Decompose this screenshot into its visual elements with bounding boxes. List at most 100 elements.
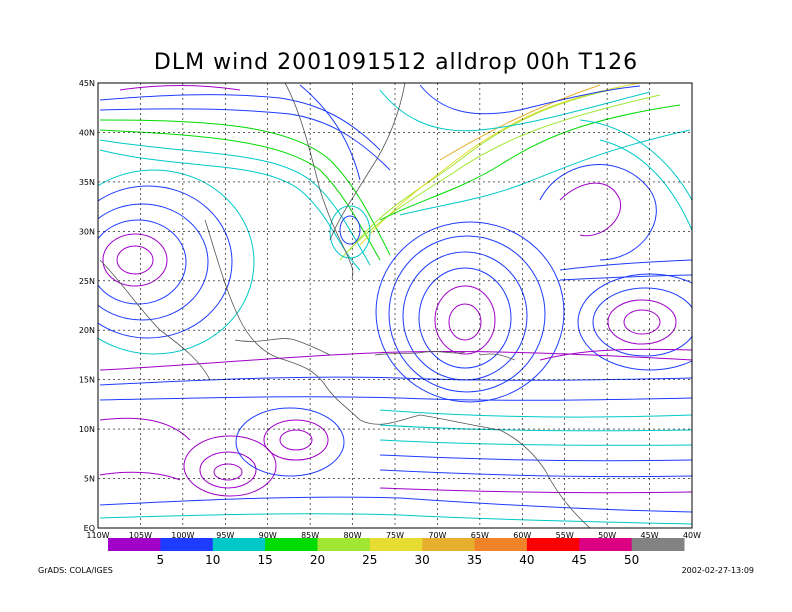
streamline <box>359 83 641 246</box>
colorbar-label: 40 <box>519 553 534 567</box>
colorbar-label: 15 <box>257 553 272 567</box>
streamline <box>339 94 661 261</box>
coastline <box>234 338 331 356</box>
grid <box>98 83 692 528</box>
coastline <box>374 351 466 356</box>
streamline <box>102 233 168 287</box>
x-axis: 110W 105W 100W 95W 90W 85W 80W 75W 70W 65W 60W 55W 5… <box>86 531 701 540</box>
x-tick-label: 60W <box>513 531 531 540</box>
streamline <box>559 274 692 281</box>
colorbar-label: 5 <box>157 553 165 567</box>
coastline <box>329 83 406 241</box>
streamline <box>599 139 692 231</box>
coastline <box>99 259 211 381</box>
streamline <box>623 309 661 335</box>
x-tick-label: 40W <box>683 531 701 540</box>
streamline <box>99 119 391 256</box>
streamline <box>99 129 381 261</box>
coastline <box>99 83 591 528</box>
streamline <box>379 409 692 418</box>
y-tick-label: 35N <box>79 178 95 187</box>
coastline <box>479 353 516 361</box>
footer-credit: GrADS: COLA/IGES <box>38 566 113 575</box>
colorbar-swatch <box>474 538 528 551</box>
streamline <box>99 351 692 371</box>
streamline <box>349 87 621 251</box>
y-tick-label: 40N <box>79 128 95 137</box>
streamline <box>559 182 622 237</box>
colorbar-swatch <box>579 538 633 551</box>
x-tick-label: 95W <box>216 531 234 540</box>
coastline <box>359 414 591 528</box>
streamline <box>98 185 233 339</box>
streamline <box>98 169 255 355</box>
streamline <box>99 471 181 481</box>
colorbar-label: 45 <box>572 553 587 567</box>
streamline <box>183 435 277 497</box>
streamline <box>213 463 243 481</box>
streamline <box>99 376 692 386</box>
streamline <box>379 454 692 462</box>
y-tick-label: 20N <box>79 326 95 335</box>
streamline <box>279 429 313 451</box>
y-tick-label: 30N <box>79 227 95 236</box>
y-axis: EQ 5N 10N 15N 20N 25N 30N 35N 40N 45N <box>79 79 95 533</box>
streamline <box>98 203 209 321</box>
streamline <box>402 251 528 381</box>
colorbar-swatch <box>108 538 161 551</box>
streamline <box>99 496 692 513</box>
streamline <box>434 285 496 355</box>
streamline <box>418 267 512 369</box>
streamline <box>263 419 329 461</box>
streamline <box>559 259 692 271</box>
y-tick-label: EQ <box>84 524 95 533</box>
streamline <box>99 513 692 525</box>
streamline <box>339 215 361 245</box>
streamline <box>116 245 154 275</box>
colorbar-swatch <box>369 538 423 551</box>
y-tick-label: 15N <box>79 376 95 385</box>
colorbar-swatch <box>212 538 266 551</box>
y-tick-label: 10N <box>79 425 95 434</box>
colorbar-swatch <box>631 538 685 551</box>
streamline <box>119 85 241 91</box>
streamline <box>379 89 651 132</box>
streamline <box>375 221 565 403</box>
plot-frame <box>97 82 693 529</box>
x-tick-label: 45W <box>641 531 659 540</box>
streamline <box>99 94 381 151</box>
colorbar-swatch <box>265 538 318 551</box>
x-tick-label: 75W <box>386 531 404 540</box>
streamline <box>379 104 681 221</box>
y-tick-label: 45N <box>79 79 95 88</box>
x-tick-label: 90W <box>259 531 277 540</box>
streamline <box>379 439 692 446</box>
colorbar-label: 30 <box>415 553 430 567</box>
x-tick-label: 55W <box>556 531 574 540</box>
streamline <box>299 84 361 181</box>
colorbar-label: 10 <box>205 553 220 567</box>
colorbar-label: 50 <box>624 553 639 567</box>
x-tick-label: 65W <box>471 531 489 540</box>
coastline <box>284 83 354 279</box>
streamline <box>329 205 371 259</box>
footer-timestamp: 2002-02-27-13:09 <box>681 566 754 575</box>
streamline <box>577 273 692 371</box>
colorbar-swatch <box>160 538 214 551</box>
streamline <box>379 424 692 432</box>
streamline <box>235 407 345 477</box>
y-tick-label: 25N <box>79 277 95 286</box>
x-tick-label: 70W <box>428 531 446 540</box>
streamline <box>99 139 371 266</box>
streamline <box>579 119 692 201</box>
coastline <box>204 219 361 421</box>
streamline <box>539 164 657 261</box>
streamline <box>99 108 391 171</box>
streamline <box>607 299 677 345</box>
x-tick-label: 110W <box>86 531 109 540</box>
colorbar-label: 25 <box>362 553 377 567</box>
streamline <box>99 396 692 401</box>
streamline <box>439 84 601 161</box>
x-tick-label: 105W <box>129 531 152 540</box>
